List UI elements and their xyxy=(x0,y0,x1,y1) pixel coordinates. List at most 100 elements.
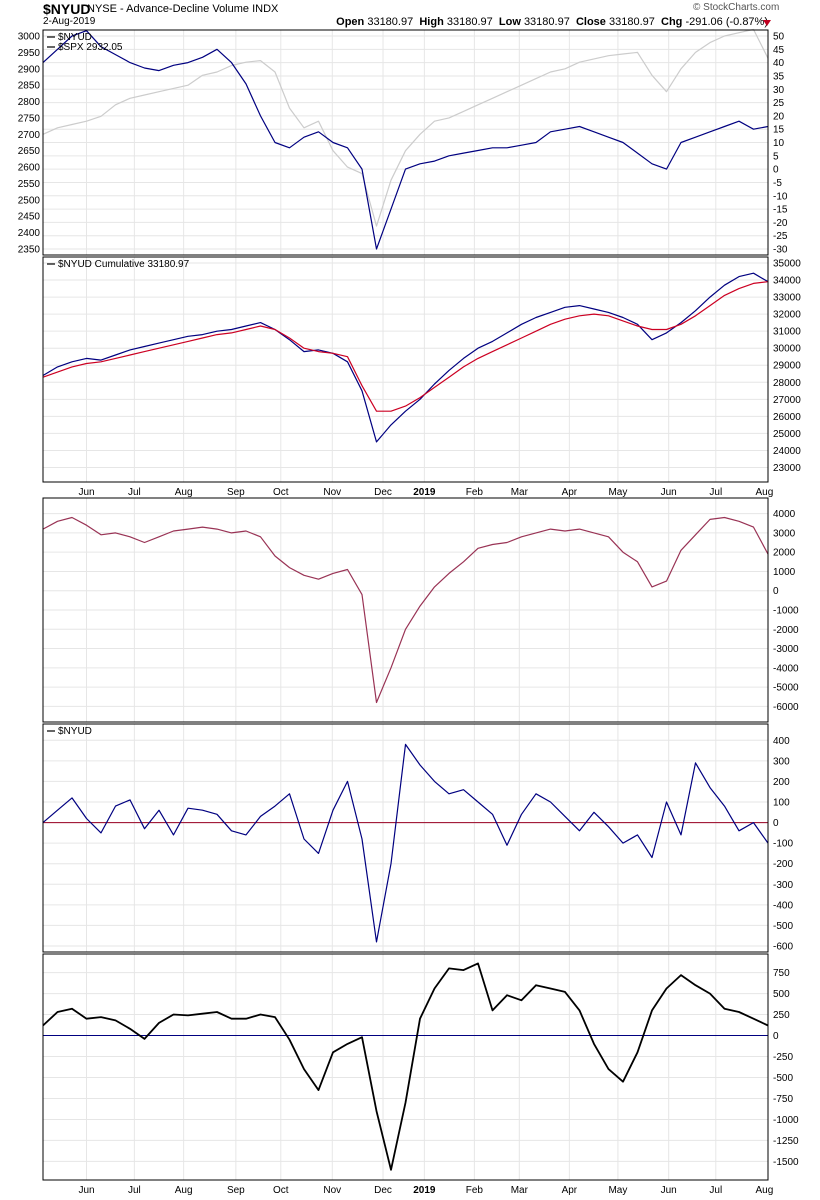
chart-header: $NYUD NYSE - Advance-Decline Volume INDX… xyxy=(0,0,820,30)
y-tick-label: 200 xyxy=(773,777,790,788)
y-tick-label-left: 2750 xyxy=(18,113,41,124)
chg-value: -291.06 (-0.87%) xyxy=(685,16,768,28)
y-tick-label: -4000 xyxy=(773,663,799,674)
y-tick-label: 0 xyxy=(773,1031,779,1042)
y-tick-label: -15 xyxy=(773,205,788,216)
y-tick-label: -100 xyxy=(773,839,793,850)
x-tick-label: Sep xyxy=(227,1185,245,1196)
ohlc-readout: Open 33180.97 High 33180.97 Low 33180.97… xyxy=(336,16,768,28)
x-tick-label: May xyxy=(608,1185,627,1196)
y-tick-label: 25000 xyxy=(773,429,801,440)
x-tick-label: Jun xyxy=(661,1185,677,1196)
x-tick-label: May xyxy=(608,487,627,498)
y-tick-label-left: 2650 xyxy=(18,146,41,157)
y-tick-label: -600 xyxy=(773,942,793,953)
y-tick-label-left: 2600 xyxy=(18,163,41,174)
y-tick-label: -500 xyxy=(773,921,793,932)
y-tick-label: 31000 xyxy=(773,327,801,338)
x-tick-label: Mar xyxy=(511,487,529,498)
low-label: Low xyxy=(498,16,521,28)
y-tick-label: -1000 xyxy=(773,606,799,617)
x-tick-label: Oct xyxy=(273,1185,289,1196)
x-tick-label: Jul xyxy=(709,487,722,498)
x-tick-label: Nov xyxy=(323,1185,341,1196)
y-tick-label: 26000 xyxy=(773,412,801,423)
y-tick-label: 400 xyxy=(773,736,790,747)
y-tick-label: -5000 xyxy=(773,683,799,694)
series-line xyxy=(42,272,769,443)
panel-frame xyxy=(42,497,769,723)
y-tick-label: 5 xyxy=(773,151,779,162)
y-tick-label-left: 2350 xyxy=(18,245,41,256)
close-label: Close xyxy=(575,16,606,28)
y-tick-label: -5 xyxy=(773,178,782,189)
legend-label: $NYUD xyxy=(58,726,92,737)
y-tick-label: 0 xyxy=(773,818,779,829)
x-tick-label: Apr xyxy=(562,1185,578,1196)
description-label: NYSE - Advance-Decline Volume INDX xyxy=(87,3,279,15)
y-tick-label: 3000 xyxy=(773,528,796,539)
y-tick-label: 32000 xyxy=(773,310,801,321)
x-tick-label: Sep xyxy=(227,487,245,498)
y-tick-label: 2000 xyxy=(773,548,796,559)
x-tick-label: Dec xyxy=(374,1185,392,1196)
down-arrow-icon xyxy=(763,20,771,26)
open-label: Open xyxy=(336,16,365,28)
y-tick-label: 1000 xyxy=(773,567,796,578)
y-tick-label: -1250 xyxy=(773,1136,799,1147)
y-tick-label: -500 xyxy=(773,1073,793,1084)
high-label: High xyxy=(419,16,444,28)
y-tick-label: -200 xyxy=(773,859,793,870)
y-tick-label: -20 xyxy=(773,218,788,229)
x-tick-label: Jul xyxy=(128,487,141,498)
x-tick-label: Aug xyxy=(755,487,773,498)
chg-label: Chg xyxy=(661,16,683,28)
x-tick-label: Jun xyxy=(78,1185,94,1196)
panel-frame xyxy=(42,29,769,256)
y-tick-label-left: 2850 xyxy=(18,81,41,92)
y-tick-label: 34000 xyxy=(773,276,801,287)
series-line xyxy=(42,962,769,1171)
x-tick-label: Mar xyxy=(511,1185,529,1196)
y-tick-label: 250 xyxy=(773,1010,790,1021)
y-tick-label: -1000 xyxy=(773,1115,799,1126)
series-line xyxy=(42,28,769,227)
y-tick-label: 500 xyxy=(773,989,790,1000)
low-value: 33180.97 xyxy=(523,16,570,28)
y-tick-label: -10 xyxy=(773,191,788,202)
y-tick-label: -3000 xyxy=(773,644,799,655)
x-tick-label: Aug xyxy=(755,1185,773,1196)
y-tick-label: 40 xyxy=(773,58,785,69)
y-tick-label: -400 xyxy=(773,900,793,911)
y-tick-label: 45 xyxy=(773,45,785,56)
y-tick-label: 23000 xyxy=(773,463,801,474)
x-tick-label: Aug xyxy=(175,1185,193,1196)
y-tick-label: 0 xyxy=(773,586,779,597)
series-line xyxy=(42,281,769,412)
y-tick-label: 33000 xyxy=(773,293,801,304)
x-tick-label: Jun xyxy=(661,487,677,498)
x-tick-label: 2019 xyxy=(413,1185,436,1196)
y-tick-label: 35000 xyxy=(773,259,801,270)
y-tick-label: 29000 xyxy=(773,361,801,372)
y-tick-label: -1500 xyxy=(773,1157,799,1168)
x-tick-label: Aug xyxy=(175,487,193,498)
y-tick-label: 30 xyxy=(773,85,785,96)
close-value: 33180.97 xyxy=(608,16,655,28)
y-tick-label: -250 xyxy=(773,1052,793,1063)
y-tick-label: 30000 xyxy=(773,344,801,355)
y-tick-label-left: 2400 xyxy=(18,228,41,239)
y-tick-label: 20 xyxy=(773,111,785,122)
symbol-label: $NYUD xyxy=(43,1,91,17)
panel-frame xyxy=(42,256,769,483)
y-tick-label: 15 xyxy=(773,125,785,136)
y-tick-label: 300 xyxy=(773,756,790,767)
y-tick-label: 50 xyxy=(773,32,785,43)
y-tick-label: -6000 xyxy=(773,702,799,713)
y-tick-label-left: 3000 xyxy=(18,32,41,43)
y-tick-label: -30 xyxy=(773,245,788,256)
y-tick-label: 0 xyxy=(773,165,779,176)
x-tick-label: Jul xyxy=(128,1185,141,1196)
y-tick-label-left: 2800 xyxy=(18,97,41,108)
